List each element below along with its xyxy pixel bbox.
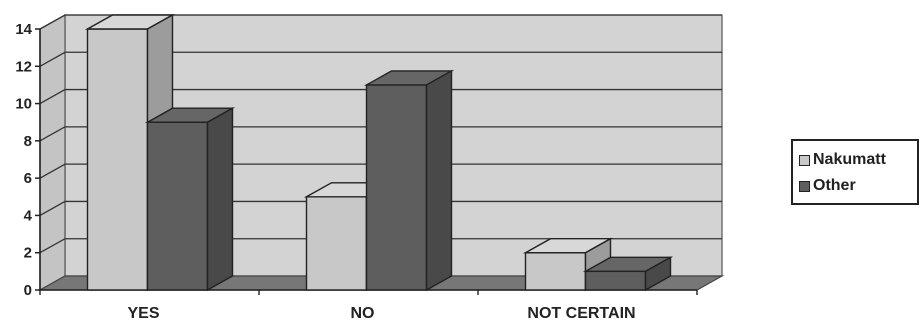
y-tick-label-14: 14 xyxy=(15,21,32,38)
bars xyxy=(84,13,674,292)
bar-front xyxy=(146,121,209,291)
gridline-8 xyxy=(39,126,722,142)
bar-front xyxy=(584,270,647,291)
category-label-no: NO xyxy=(351,305,375,322)
y-tick-label-4: 4 xyxy=(24,207,33,224)
bar-front xyxy=(305,196,368,291)
gridline-2 xyxy=(39,238,722,254)
gridlines xyxy=(39,14,722,254)
legend-swatch-other xyxy=(799,180,810,192)
legend-swatch-nakumatt xyxy=(799,154,810,166)
category-label-not-certain: NOT CERTAIN xyxy=(527,305,635,322)
gridline-10 xyxy=(39,88,722,105)
y-tick-label-8: 8 xyxy=(24,133,32,150)
bar-side xyxy=(425,69,453,292)
y-tick-label-0: 0 xyxy=(24,282,32,299)
y-tick-label-6: 6 xyxy=(24,170,32,187)
legend: Nakumatt Other xyxy=(791,139,919,205)
bar-other-not-certain xyxy=(582,256,674,292)
category-labels: YES NO NOT CERTAIN xyxy=(127,305,635,322)
gridline-12 xyxy=(39,51,722,67)
bar-side xyxy=(206,107,234,292)
bar-front xyxy=(365,84,428,291)
side-wall xyxy=(39,13,66,292)
legend-item-nakumatt: Nakumatt xyxy=(799,151,886,169)
legend-item-other: Other xyxy=(799,177,856,195)
y-tick-label-10: 10 xyxy=(15,96,32,113)
bar-other-yes xyxy=(144,107,236,292)
bar-front xyxy=(524,252,587,291)
gridline-14 xyxy=(39,14,722,30)
y-tick-label-12: 12 xyxy=(15,58,32,75)
bar-side xyxy=(644,256,672,292)
bar-other-no xyxy=(363,69,455,292)
legend-label-nakumatt: Nakumatt xyxy=(813,151,886,168)
bar-front xyxy=(86,28,149,291)
y-tick-labels: 0 2 4 6 8 10 12 14 xyxy=(15,21,32,299)
gridline-4 xyxy=(39,200,722,216)
gridline-6 xyxy=(39,163,722,179)
legend-label-other: Other xyxy=(813,177,856,194)
category-label-yes: YES xyxy=(127,305,159,322)
y-tick-label-2: 2 xyxy=(24,245,32,262)
